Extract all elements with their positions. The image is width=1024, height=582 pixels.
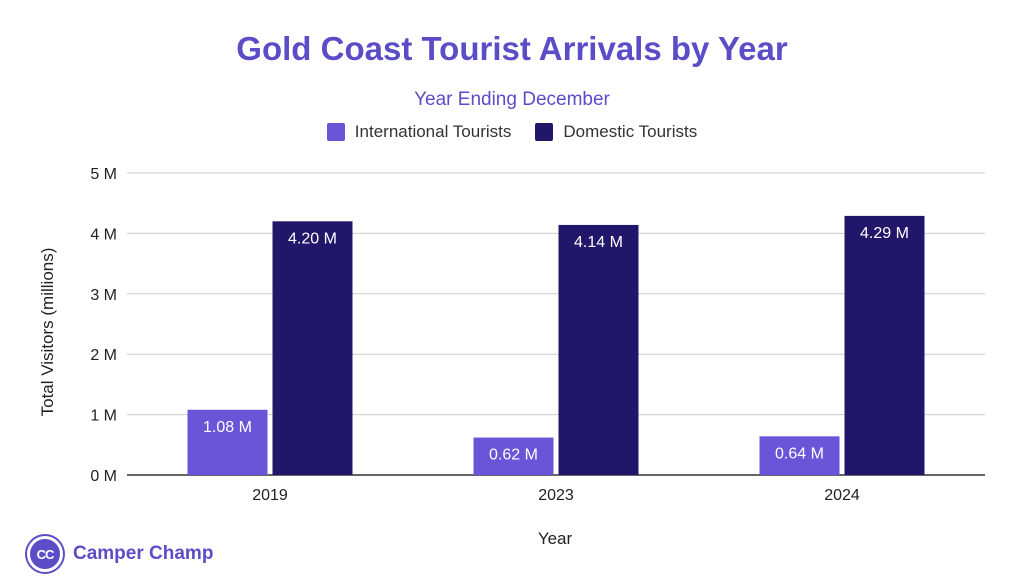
legend-swatch-international bbox=[326, 123, 345, 141]
data-label: 0.64 M bbox=[775, 445, 824, 462]
data-label: 4.14 M bbox=[574, 234, 623, 251]
bar-domestic-2024 bbox=[844, 215, 925, 475]
bars: 1.08 M 4.20 M 0.62 M 4.14 M 0.64 M 4.29 M bbox=[187, 215, 925, 475]
brand-logo-icon: CC bbox=[27, 536, 63, 572]
x-axis-label: Year bbox=[538, 529, 573, 548]
y-tick-label: 3 M bbox=[90, 287, 117, 304]
bar-international-2023 bbox=[473, 437, 554, 475]
y-tick-label: 4 M bbox=[90, 226, 117, 243]
data-label: 1.08 M bbox=[203, 419, 252, 436]
data-label: 0.62 M bbox=[489, 447, 538, 464]
legend: International Tourists Domestic Tourists bbox=[0, 122, 1024, 142]
legend-label-domestic: Domestic Tourists bbox=[563, 122, 698, 141]
data-label: 4.20 M bbox=[288, 230, 337, 247]
y-axis-label: Total Visitors (millions) bbox=[38, 248, 57, 417]
y-tick-label: 1 M bbox=[90, 408, 117, 425]
legend-swatch-domestic bbox=[535, 123, 554, 141]
x-tick-label: 2023 bbox=[538, 487, 574, 504]
y-tick-label: 0 M bbox=[90, 468, 117, 485]
x-tick-label: 2024 bbox=[824, 487, 860, 504]
y-tick-label: 2 M bbox=[90, 347, 117, 364]
chart-subtitle: Year Ending December bbox=[414, 89, 610, 110]
data-label: 4.29 M bbox=[860, 225, 909, 242]
brand-name: Camper Champ bbox=[73, 543, 214, 564]
bar-international-2019 bbox=[187, 409, 268, 475]
y-tick-label: 5 M bbox=[90, 166, 117, 183]
brand: CC Camper Champ bbox=[27, 536, 213, 572]
bar-domestic-2023 bbox=[558, 224, 639, 475]
x-tick-labels: 2019 2023 2024 bbox=[252, 487, 860, 504]
y-tick-labels: 0 M 1 M 2 M 3 M 4 M 5 M bbox=[90, 166, 117, 485]
grid-lines bbox=[127, 172, 985, 476]
chart-title: Gold Coast Tourist Arrivals by Year bbox=[236, 30, 788, 67]
legend-item-domestic: Domestic Tourists bbox=[535, 122, 697, 142]
bar-domestic-2019 bbox=[272, 221, 353, 475]
legend-label-international: International Tourists bbox=[354, 122, 512, 141]
x-tick-label: 2019 bbox=[252, 487, 288, 504]
legend-item-international: International Tourists bbox=[326, 122, 512, 142]
bar-international-2024 bbox=[759, 436, 840, 475]
